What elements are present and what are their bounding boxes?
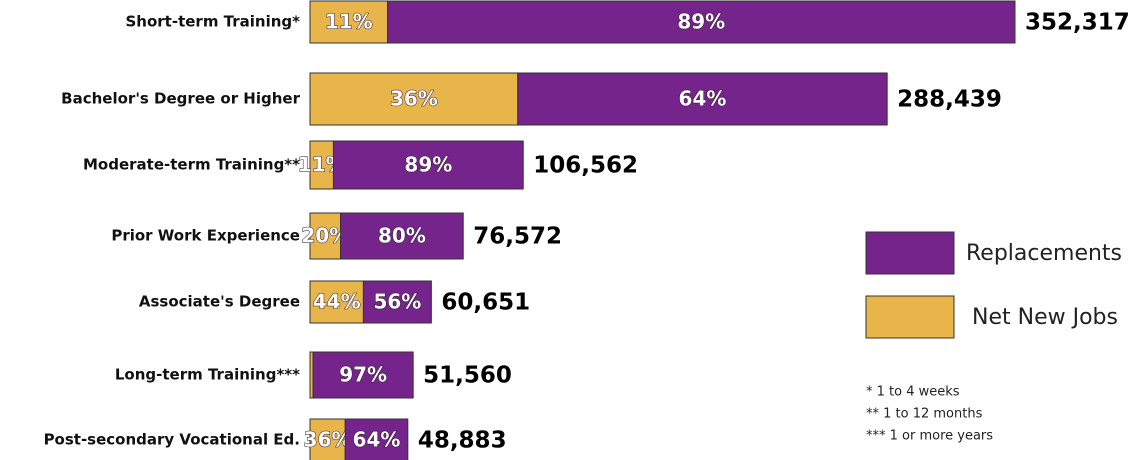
category-label: Moderate-term Training** bbox=[83, 156, 300, 174]
footnote: * 1 to 4 weeks bbox=[866, 385, 960, 400]
value-label: 89% bbox=[677, 10, 725, 34]
bar-segment bbox=[344, 418, 409, 460]
legend-label: Replacements bbox=[966, 241, 1122, 266]
category-label: Prior Work Experience bbox=[111, 227, 300, 245]
total-label: 76,572 bbox=[473, 224, 562, 250]
category-label: Post-secondary Vocational Ed. bbox=[44, 431, 300, 449]
category-label: Short-term Training* bbox=[126, 13, 301, 31]
total-label: 288,439 bbox=[897, 87, 1002, 113]
legend-swatch bbox=[865, 295, 955, 339]
bar-segment bbox=[517, 72, 888, 126]
value-label: 80% bbox=[378, 224, 426, 248]
bar-segment bbox=[309, 0, 389, 44]
footnote: ** 1 to 12 months bbox=[866, 407, 983, 422]
value-label: 97% bbox=[339, 363, 387, 387]
value-label: 64% bbox=[353, 428, 401, 452]
category-label: Long-term Training*** bbox=[115, 366, 300, 384]
footnote: *** 1 or more years bbox=[866, 429, 993, 444]
value-label: 44% bbox=[313, 290, 361, 314]
value-label: 64% bbox=[679, 87, 727, 111]
category-label: Associate's Degree bbox=[139, 293, 300, 311]
bar-segment bbox=[309, 418, 346, 460]
total-label: 352,317 bbox=[1025, 10, 1130, 36]
bar-segment bbox=[387, 0, 1016, 44]
value-label: 89% bbox=[404, 153, 452, 177]
legend-label: Net New Jobs bbox=[972, 305, 1118, 330]
bar-segment bbox=[332, 140, 524, 190]
bar-segment bbox=[309, 280, 364, 324]
category-label: Bachelor's Degree or Higher bbox=[61, 90, 300, 108]
value-label: 36% bbox=[390, 87, 438, 111]
value-label: 36% bbox=[304, 428, 352, 452]
bar-segment bbox=[309, 72, 519, 126]
value-label: 11% bbox=[325, 10, 373, 34]
value-label: 56% bbox=[373, 290, 421, 314]
bar-segment bbox=[340, 212, 464, 260]
total-label: 48,883 bbox=[418, 428, 507, 454]
legend-swatch bbox=[865, 231, 955, 275]
total-label: 106,562 bbox=[533, 153, 638, 179]
total-label: 60,651 bbox=[441, 290, 530, 316]
bar-segment bbox=[309, 212, 342, 260]
bar-segment bbox=[312, 351, 414, 399]
bar-segment bbox=[362, 280, 432, 324]
total-label: 51,560 bbox=[423, 363, 512, 389]
